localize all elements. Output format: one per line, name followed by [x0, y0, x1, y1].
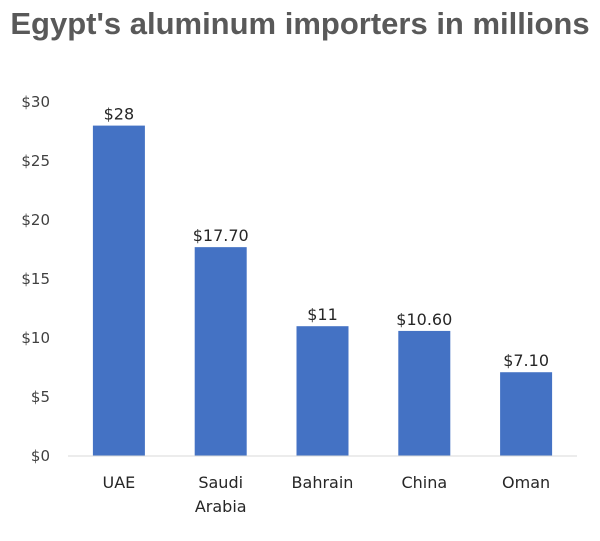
bar-bahrain [296, 326, 349, 456]
data-label: $10.60 [396, 310, 452, 329]
data-label: $28 [104, 105, 135, 124]
y-tick-label: $10 [21, 329, 50, 347]
category-label: Oman [502, 473, 550, 492]
x-axis: UAE Saudi Arabia Bahrain China Oman [68, 455, 577, 516]
bars [92, 125, 553, 456]
category-label: Bahrain [292, 473, 354, 492]
y-axis: $0 $5 $10 $15 $20 $25 $30 [21, 93, 50, 465]
y-tick-label: $5 [31, 388, 50, 406]
bar-uae [92, 125, 145, 456]
bar-china [398, 330, 451, 456]
category-label: China [401, 473, 447, 492]
y-tick-label: $0 [31, 447, 50, 465]
y-tick-label: $30 [21, 93, 50, 111]
y-tick-label: $15 [21, 270, 50, 288]
bar-oman [500, 372, 553, 456]
data-label: $17.70 [193, 226, 249, 245]
data-label: $11 [307, 305, 338, 324]
y-tick-label: $20 [21, 211, 50, 229]
category-label: UAE [103, 473, 136, 492]
category-label: Saudi Arabia [195, 473, 247, 516]
data-labels: $28 $17.70 $11 $10.60 $7.10 [104, 105, 549, 371]
data-label: $7.10 [503, 351, 549, 370]
chart-title: Egypt's aluminum importers in millions [10, 6, 590, 41]
bar-saudi-arabia [194, 247, 247, 456]
y-tick-label: $25 [21, 152, 50, 170]
